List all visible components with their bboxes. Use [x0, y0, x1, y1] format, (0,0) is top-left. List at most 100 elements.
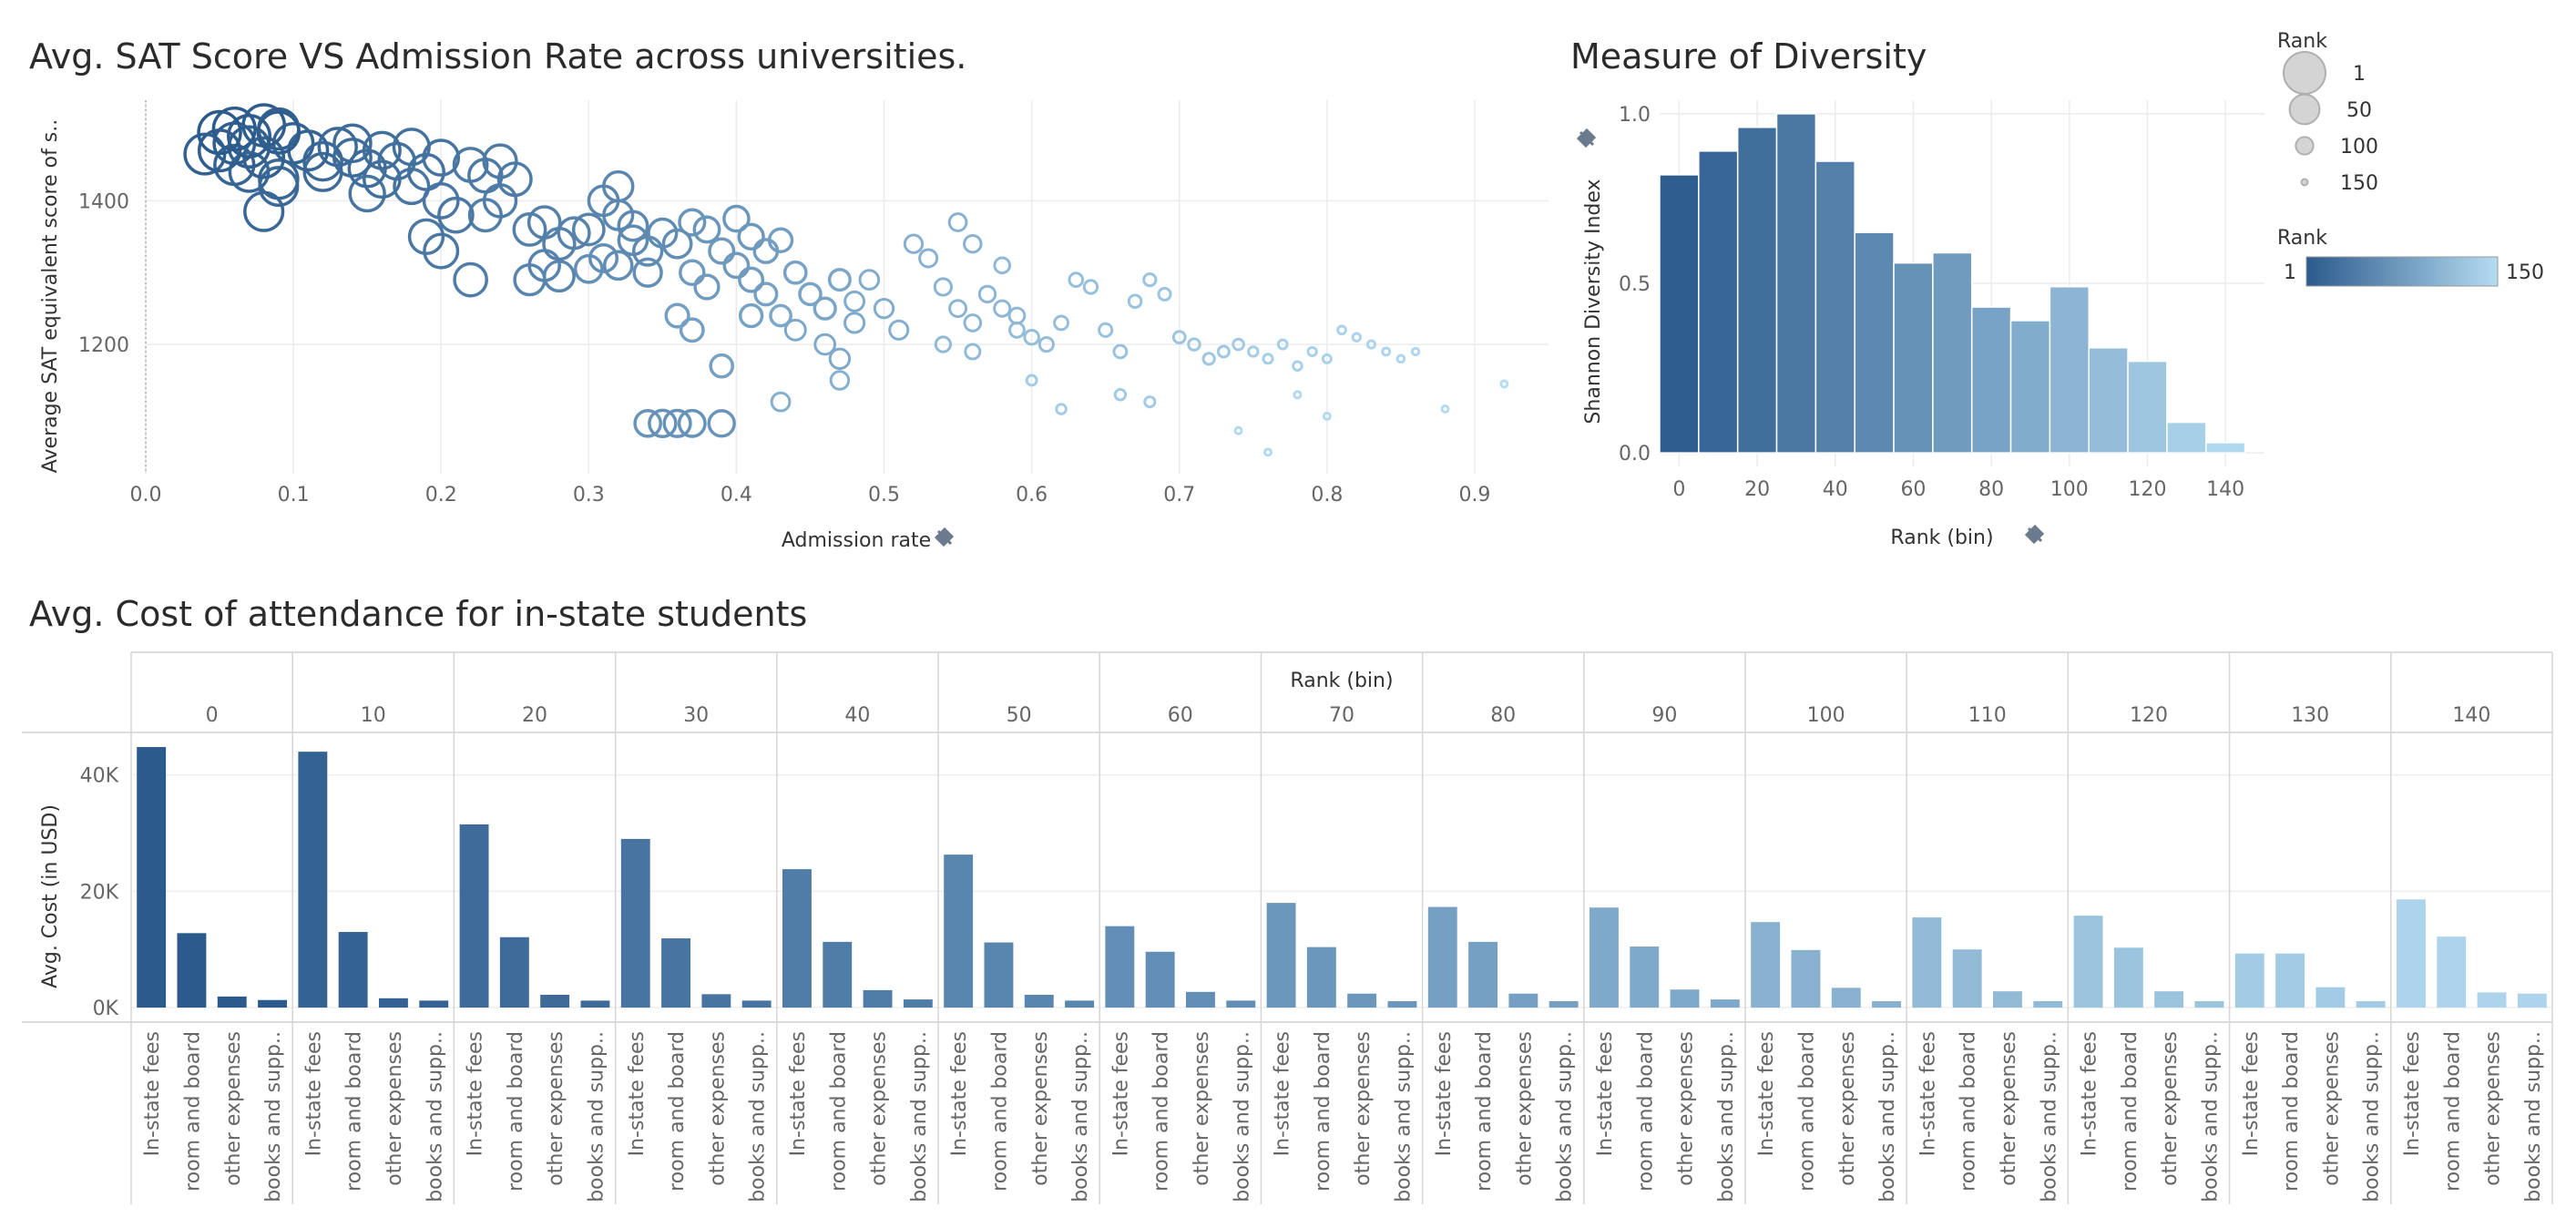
scatter-point — [947, 212, 968, 232]
cost-group-header: 50 — [1007, 704, 1032, 727]
cost-category-label: other expenses — [383, 1031, 406, 1186]
scatter-point — [1232, 337, 1245, 352]
size-legend-label: 1 — [2353, 63, 2366, 86]
cost-category-label: books and supp.. — [747, 1031, 770, 1202]
scatter-point — [770, 391, 792, 413]
cost-category-label: room and board — [343, 1031, 366, 1192]
cost-bar — [903, 999, 933, 1008]
scatter-point — [197, 109, 242, 156]
diversity-histogram: 0.0 0.5 1.0 0 20 40 60 80 100 120 140 Rank (bin) Sha… — [1576, 100, 2264, 549]
scatter-point — [1187, 337, 1201, 352]
cost-bar — [1710, 999, 1740, 1008]
scatter-point — [1127, 293, 1143, 310]
scatter-point — [737, 222, 765, 251]
scatter-point — [1263, 447, 1273, 457]
cost-bar — [1065, 1000, 1094, 1008]
cost-category-label: other expenses — [2320, 1031, 2343, 1186]
scatter-point — [1293, 390, 1303, 400]
scatter-point — [783, 318, 807, 342]
cost-category-label: room and board — [666, 1031, 689, 1192]
scatter-pin-icon — [934, 527, 955, 547]
cost-bar — [379, 998, 408, 1008]
diversity-bar — [2166, 421, 2207, 454]
cost-bar — [2113, 947, 2143, 1008]
cost-category-label: room and board — [1312, 1031, 1334, 1192]
cost-bar — [1226, 1000, 1256, 1008]
scatter-x-tick-label: 0.9 — [1458, 484, 1490, 507]
scatter-point — [692, 215, 721, 244]
scatter-point — [828, 347, 852, 371]
scatter-point — [1023, 328, 1040, 346]
cost-bar — [2397, 899, 2426, 1008]
scatter-point — [677, 408, 707, 438]
cost-bar — [2437, 936, 2467, 1008]
scatter-x-tick-label: 0.3 — [573, 484, 605, 507]
diversity-bar — [1775, 113, 1817, 454]
scatter-y-axis-title: Average SAT equivalent score of s.. — [39, 119, 62, 474]
cost-bar — [1306, 947, 1336, 1008]
scatter-point — [933, 277, 953, 297]
scatter-point — [392, 128, 431, 167]
scatter-point — [571, 212, 606, 247]
scatter-point — [1247, 345, 1260, 358]
diversity-bar — [1854, 231, 1895, 454]
cost-category-label: room and board — [1958, 1031, 1980, 1192]
cost-category-label: In-state fees — [1594, 1031, 1617, 1156]
cost-bar — [782, 869, 812, 1008]
size-legend-circle — [2288, 93, 2321, 126]
cost-bar — [2234, 953, 2264, 1008]
scatter-point — [452, 147, 489, 183]
cost-bar — [1590, 907, 1619, 1008]
cost-category-label: room and board — [988, 1031, 1011, 1192]
cost-bar — [1508, 993, 1538, 1008]
cost-category-label: room and board — [505, 1031, 527, 1192]
cost-category-label: other expenses — [545, 1031, 567, 1186]
cost-bar — [1872, 1001, 1901, 1008]
scatter-point — [918, 248, 939, 269]
color-legend-title: Rank — [2277, 227, 2327, 250]
scatter-point — [963, 313, 983, 333]
cost-category-label: other expenses — [1191, 1031, 1213, 1186]
scatter-point — [1142, 271, 1158, 288]
scatter-point — [709, 353, 735, 379]
size-legend-circle — [2295, 136, 2315, 156]
cost-bar — [1549, 1001, 1579, 1008]
cost-category-label: other expenses — [868, 1031, 891, 1186]
scatter-point — [1336, 324, 1347, 336]
cost-bar — [1145, 951, 1175, 1008]
cost-bar — [1427, 906, 1457, 1008]
scatter-point — [707, 409, 736, 438]
cost-category-label: other expenses — [2482, 1031, 2505, 1186]
cost-category-label: books and supp.. — [262, 1031, 285, 1202]
cost-category-label: In-state fees — [1272, 1031, 1294, 1156]
scatter-point — [679, 317, 705, 343]
cost-bar — [1751, 922, 1781, 1008]
scatter-point — [602, 250, 634, 281]
cost-bar — [137, 747, 167, 1008]
cost-bar — [580, 1000, 610, 1008]
scatter-point — [1322, 411, 1332, 421]
diversity-x-tick-label: 80 — [1978, 478, 2004, 501]
cost-category-label: In-state fees — [1917, 1031, 1939, 1156]
color-legend-min: 1 — [2284, 261, 2296, 284]
scatter-point — [888, 319, 910, 341]
scatter-point — [1321, 353, 1333, 364]
cost-bar — [499, 936, 529, 1008]
scatter-point — [512, 211, 547, 247]
diversity-y-axis-title: Shannon Diversity Index — [1582, 179, 1605, 424]
cost-bar — [1105, 926, 1135, 1008]
cost-category-label: In-state fees — [141, 1031, 164, 1156]
scatter-point — [1306, 345, 1318, 358]
cost-bar — [1912, 917, 1942, 1008]
scatter-chart-title: Avg. SAT Score VS Admission Rate across … — [29, 36, 967, 77]
scatter-point — [1395, 353, 1406, 364]
cost-category-label: other expenses — [2159, 1031, 2182, 1186]
diversity-y-tick-label: 0.0 — [1619, 443, 1651, 466]
scatter-plot: 0.0 0.1 0.2 0.3 0.4 0.5 0.6 0.7 0.8 0.9 1200 1400 Ad… — [39, 100, 1549, 552]
scatter-point — [843, 312, 866, 334]
diversity-bar — [2088, 346, 2129, 454]
scatter-point — [827, 268, 852, 292]
cost-category-label: books and supp.. — [1069, 1031, 1092, 1202]
scatter-point — [1025, 374, 1038, 387]
cost-bar — [177, 933, 207, 1008]
